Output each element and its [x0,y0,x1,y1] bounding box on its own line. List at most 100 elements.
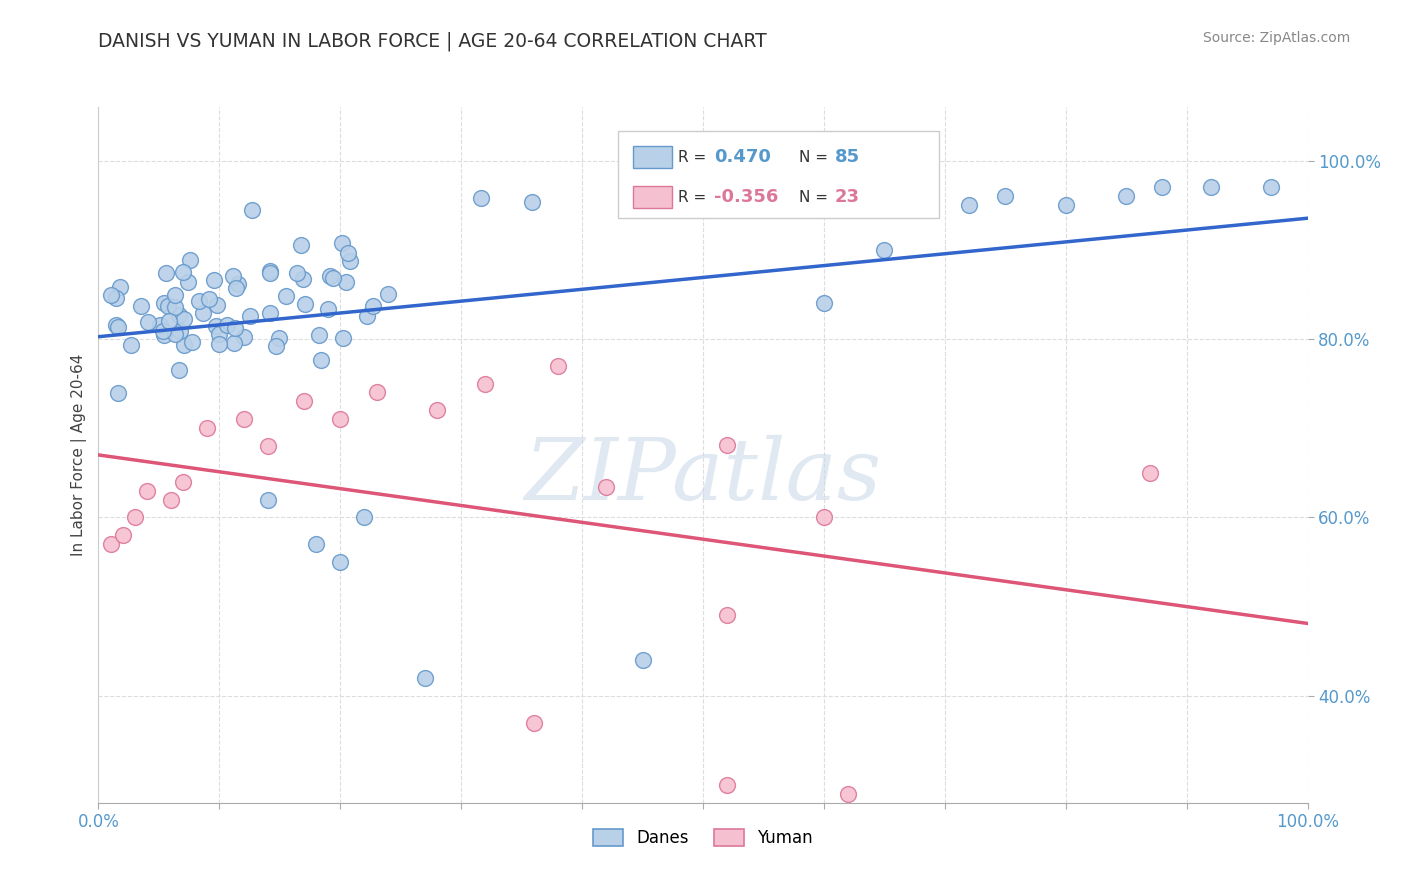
Point [716,438,738,452]
Point [813,296,835,310]
Point [239,309,262,323]
Text: R =: R = [678,150,710,165]
Point [716,608,738,623]
Point [256,439,278,453]
Point [294,297,316,311]
Point [208,327,231,342]
Point [167,363,190,377]
Point [329,555,352,569]
Point [292,394,315,409]
FancyBboxPatch shape [619,131,939,219]
Point [267,330,290,344]
Point [198,293,221,307]
Point [366,385,388,400]
Point [547,359,569,373]
Point [716,778,738,792]
Point [873,243,896,257]
Point [339,254,361,268]
Point [129,299,152,313]
Point [413,671,436,685]
Point [224,321,246,335]
Text: DANISH VS YUMAN IN LABOR FORCE | AGE 20-64 CORRELATION CHART: DANISH VS YUMAN IN LABOR FORCE | AGE 20-… [98,31,768,51]
Point [195,421,218,435]
Point [266,339,288,353]
Point [153,328,176,343]
Point [104,291,127,305]
Point [152,324,174,338]
Point [309,352,332,367]
Point [356,309,378,323]
Point [224,336,246,351]
Point [308,327,330,342]
Point [135,483,157,498]
Point [193,306,215,320]
Text: 85: 85 [835,148,860,166]
Point [426,403,449,417]
Point [1054,198,1077,212]
Point [1260,180,1282,194]
Text: 23: 23 [835,188,860,206]
Text: N =: N = [799,150,832,165]
Point [523,715,546,730]
Point [108,280,131,294]
Point [1139,466,1161,480]
Point [259,306,281,320]
Point [242,203,264,218]
Point [1115,189,1137,203]
Text: Source: ZipAtlas.com: Source: ZipAtlas.com [1202,31,1350,45]
Point [188,293,211,308]
Point [152,296,174,310]
Point [173,338,195,352]
Point [222,268,245,283]
Point [332,331,354,345]
Point [159,314,181,328]
Point [163,288,186,302]
Point [377,286,399,301]
Point [1152,180,1174,194]
Point [155,266,177,280]
Text: 0.470: 0.470 [714,148,770,166]
Point [169,324,191,338]
Point [837,787,859,801]
Point [181,334,204,349]
Point [111,528,134,542]
Point [157,300,180,314]
Point [361,299,384,313]
Point [319,268,342,283]
Point [100,288,122,302]
Point [202,273,225,287]
Point [290,238,312,252]
Point [1199,180,1222,194]
Y-axis label: In Labor Force | Age 20-64: In Labor Force | Age 20-64 [72,354,87,556]
Point [104,318,127,332]
Point [595,480,617,494]
Point [330,235,353,250]
Point [205,298,228,312]
Point [522,195,544,210]
Point [259,264,281,278]
Point [470,191,492,205]
Text: ZIPatlas: ZIPatlas [524,434,882,517]
Point [813,510,835,524]
Point [226,277,249,291]
Point [474,376,496,391]
Point [285,266,308,280]
Point [274,289,297,303]
Point [259,266,281,280]
FancyBboxPatch shape [633,146,672,169]
Point [120,337,142,351]
Point [233,330,256,344]
Point [329,412,352,426]
Point [149,318,172,333]
Point [136,315,159,329]
Point [336,245,359,260]
Point [207,336,229,351]
Point [256,492,278,507]
Point [305,537,328,551]
Point [335,275,357,289]
FancyBboxPatch shape [633,186,672,209]
Legend: Danes, Yuman: Danes, Yuman [586,822,820,854]
Text: N =: N = [799,190,832,205]
Point [215,318,238,332]
Point [173,312,195,326]
